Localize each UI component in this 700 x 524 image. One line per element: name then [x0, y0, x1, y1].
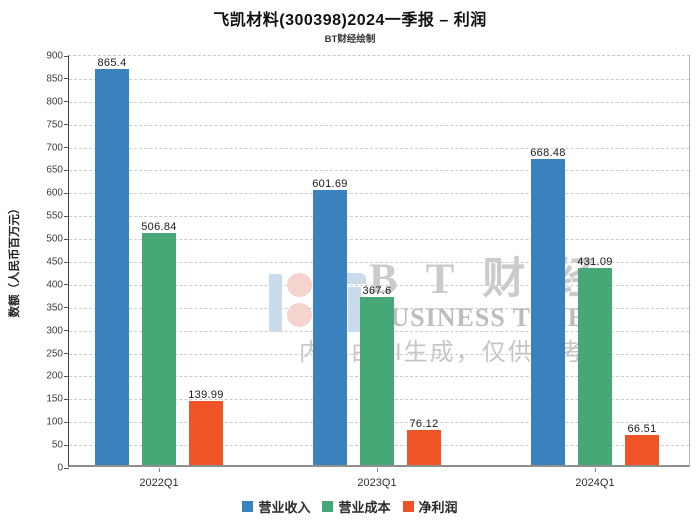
y-tick-label-650: 650 [46, 164, 63, 176]
y-tick-label-600: 600 [46, 187, 63, 199]
gridline-600 [69, 193, 689, 195]
y-tick-mark-750 [63, 124, 69, 126]
gridline-650 [69, 170, 689, 172]
gridline-700 [69, 147, 689, 149]
gridline-450 [69, 262, 689, 263]
legend-label: 净利润 [418, 500, 458, 515]
y-tick-label-100: 100 [46, 416, 63, 428]
bar-营业收入-2022Q1 [95, 68, 129, 465]
y-tick-mark-350 [63, 307, 69, 309]
bar-value-营业收入-2024Q1: 668.48 [530, 146, 566, 159]
x-tick-mark-2023Q1 [377, 468, 378, 472]
y-tick-label-300: 300 [46, 325, 63, 337]
bar-value-营业收入-2022Q1: 865.4 [97, 56, 127, 69]
y-tick-mark-700 [63, 147, 69, 149]
y-axis-label: 数额（人民币百万元） [9, 202, 21, 318]
y-tick-mark-300 [63, 330, 69, 332]
y-tick-mark-250 [63, 353, 69, 355]
legend-label: 营业收入 [258, 500, 311, 515]
bar-value-营业成本-2024Q1: 431.09 [577, 255, 613, 268]
y-tick-mark-450 [63, 261, 69, 263]
y-tick-mark-650 [63, 169, 69, 171]
y-tick-label-900: 900 [46, 50, 63, 62]
bar-净利润-2024Q1 [625, 434, 659, 465]
y-tick-mark-400 [63, 284, 69, 286]
bar-value-净利润-2022Q1: 139.99 [188, 388, 224, 401]
y-tick-label-50: 50 [51, 439, 63, 451]
bar-value-营业收入-2023Q1: 601.69 [312, 177, 348, 190]
chart-title: 飞凯材料(300398)2024一季报 – 利润 [213, 12, 487, 29]
x-tick-label-2023Q1: 2023Q1 [357, 477, 397, 489]
y-tick-mark-850 [63, 78, 69, 80]
y-tick-label-400: 400 [46, 279, 63, 291]
y-tick-label-0: 0 [57, 462, 63, 474]
legend-swatch-icon [322, 501, 334, 512]
y-tick-label-700: 700 [46, 142, 63, 154]
bar-value-营业成本-2022Q1: 506.84 [141, 220, 177, 233]
y-tick-mark-900 [63, 55, 69, 57]
y-tick-label-500: 500 [46, 233, 63, 245]
bar-value-净利润-2023Q1: 76.12 [409, 418, 439, 431]
x-tick-label-2024Q1: 2024Q1 [575, 477, 615, 489]
plot-area: B T 财 经 BUSINESS TIMES 内容由AI生成，仅供参考 865.… [46, 51, 690, 489]
bar-营业收入-2024Q1 [531, 159, 565, 465]
legend-item-营业成本: 营业成本 [322, 497, 391, 516]
y-tick-mark-500 [63, 238, 69, 240]
y-tick-label-800: 800 [46, 96, 63, 108]
y-tick-mark-150 [63, 398, 69, 400]
x-tick-mark-2022Q1 [159, 468, 160, 472]
y-tick-mark-50 [63, 444, 69, 446]
legend-item-营业收入: 营业收入 [242, 497, 310, 516]
y-tick-label-150: 150 [46, 393, 63, 405]
y-tick-mark-800 [63, 101, 69, 103]
legend-swatch-icon [242, 501, 254, 512]
y-tick-label-250: 250 [46, 348, 63, 360]
gridline-550 [69, 216, 689, 218]
bar-净利润-2023Q1 [407, 430, 441, 465]
y-tick-mark-550 [63, 215, 69, 217]
bars-layer [69, 56, 689, 465]
gridline-800 [69, 101, 689, 103]
legend-label: 营业成本 [338, 500, 391, 515]
y-tick-mark-200 [63, 375, 69, 377]
legend-item-净利润: 净利润 [402, 497, 458, 516]
y-tick-label-750: 750 [46, 119, 63, 131]
y-tick-mark-0 [63, 467, 69, 469]
x-tick-label-2022Q1: 2022Q1 [139, 477, 179, 489]
y-tick-mark-100 [63, 421, 69, 423]
y-tick-label-450: 450 [46, 256, 63, 268]
bar-营业成本-2023Q1 [360, 296, 394, 465]
y-tick-label-350: 350 [46, 302, 63, 314]
y-tick-mark-600 [63, 192, 69, 194]
x-tick-mark-2024Q1 [595, 468, 596, 472]
legend: 营业收入 营业成本 净利润 [0, 497, 700, 516]
y-tick-label-200: 200 [46, 370, 63, 382]
bar-value-营业成本-2023Q1: 367.6 [362, 284, 392, 297]
bar-value-labels: 865.4 506.84 139.99 601.69 367.6 76.12 668.48 4… [69, 56, 689, 465]
bar-净利润-2022Q1 [189, 400, 223, 465]
chart-subtitle: BT财经绘制 [324, 34, 376, 45]
gridline-850 [69, 78, 689, 80]
bar-value-净利润-2024Q1: 66.51 [627, 422, 657, 435]
bar-营业成本-2024Q1 [578, 267, 612, 465]
gridline-400 [69, 284, 689, 286]
y-tick-label-850: 850 [46, 73, 63, 85]
bar-营业成本-2022Q1 [142, 232, 176, 465]
legend-swatch-icon [402, 501, 414, 512]
gridline-500 [69, 239, 689, 241]
y-tick-label-550: 550 [46, 210, 63, 222]
gridline-750 [69, 124, 689, 126]
